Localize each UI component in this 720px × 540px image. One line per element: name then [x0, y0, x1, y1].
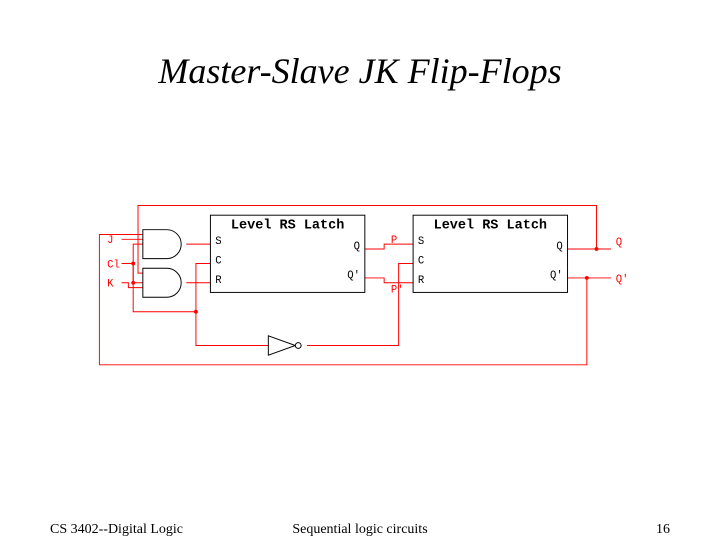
and-gate	[143, 230, 181, 259]
junction-dot	[131, 262, 135, 266]
wire	[196, 312, 268, 346]
wire	[365, 278, 413, 283]
and-gate	[143, 268, 181, 297]
pin-label: R	[418, 275, 425, 287]
pin-label: S	[215, 236, 221, 248]
junction-dot	[194, 310, 198, 314]
footer-page: 16	[656, 522, 670, 538]
io-label: Q'	[616, 274, 629, 286]
pin-label: Q'	[347, 270, 360, 282]
junction-dot	[595, 247, 599, 251]
not-gate	[268, 336, 295, 355]
io-label: P	[391, 235, 397, 247]
latch-title: Level RS Latch	[231, 219, 344, 234]
wire	[122, 244, 143, 263]
io-label: Q	[616, 237, 622, 249]
pin-label: R	[215, 275, 222, 287]
pin-label: Q'	[550, 270, 563, 282]
footer-subtitle: Sequential logic circuits	[0, 522, 720, 538]
io-label: Cl	[107, 259, 120, 271]
page-title: Master-Slave JK Flip-Flops	[0, 50, 720, 92]
not-bubble	[295, 343, 301, 349]
pin-label: C	[418, 255, 424, 267]
pin-label: Q	[354, 241, 360, 253]
junction-dot	[131, 281, 135, 285]
latch-title: Level RS Latch	[434, 219, 547, 234]
pin-label: Q	[556, 241, 562, 253]
io-label: P'	[391, 284, 404, 296]
pin-label: S	[418, 236, 424, 248]
wire	[365, 244, 413, 249]
io-label: K	[107, 279, 114, 291]
io-label: J	[107, 235, 113, 247]
circuit-diagram: Level RS LatchSCRQQ'Level RS LatchSCRQQ'…	[83, 200, 638, 380]
junction-dot	[585, 276, 589, 280]
pin-label: C	[215, 255, 221, 267]
